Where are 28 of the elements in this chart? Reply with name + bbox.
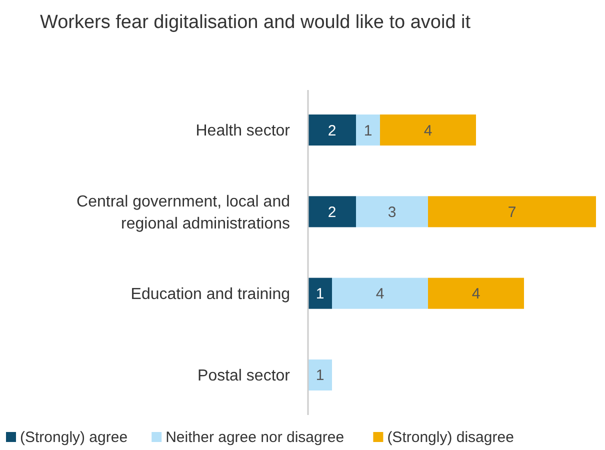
bar (380, 114, 476, 146)
bar (308, 114, 356, 146)
y-tick-label: Health sector (196, 122, 291, 140)
bar (308, 278, 332, 309)
data-label: 1 (316, 286, 324, 303)
y-tick-label: Central government, local and regional administrations (76, 193, 290, 232)
data-label: 3 (388, 204, 396, 221)
data-label: 4 (424, 122, 432, 140)
bar (428, 278, 524, 309)
data-label: 4 (472, 286, 480, 303)
data-label: 2 (328, 122, 336, 140)
legend-label: Neither agree nor disagree (166, 429, 344, 446)
data-label: 7 (508, 204, 516, 221)
y-tick-label: Postal sector (198, 368, 291, 385)
bar (356, 114, 380, 146)
legend-label: (Strongly) agree (20, 429, 128, 446)
data-label: 2 (328, 204, 336, 221)
bar (332, 278, 428, 309)
bar (428, 196, 596, 228)
bar (356, 196, 428, 228)
legend-label: (Strongly) disagree (387, 429, 514, 446)
data-label: 1 (364, 122, 372, 140)
chart-title: Workers fear digitalisation and would like to avoid it (40, 12, 472, 33)
data-label: 4 (376, 286, 384, 303)
data-label: 1 (316, 367, 324, 384)
bar (308, 359, 332, 390)
y-tick-label: Education and training (130, 286, 290, 303)
bar (308, 196, 356, 228)
